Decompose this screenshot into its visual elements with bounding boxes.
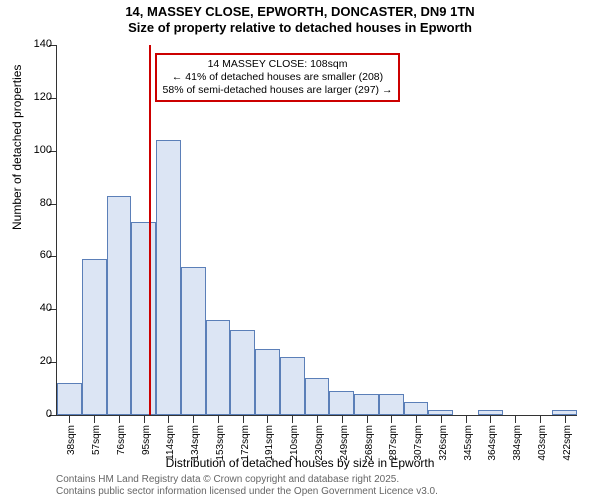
x-tick (317, 415, 318, 423)
x-tick (515, 415, 516, 423)
x-tick (391, 415, 392, 423)
x-tick (416, 415, 417, 423)
histogram-bar (280, 357, 305, 415)
x-tick (267, 415, 268, 423)
x-tick (69, 415, 70, 423)
histogram-bar (57, 383, 82, 415)
x-tick (292, 415, 293, 423)
histogram-bar (404, 402, 429, 415)
histogram-bar (255, 349, 280, 415)
y-tick-label: 40 (22, 302, 52, 314)
x-tick (342, 415, 343, 423)
y-tick-label: 0 (22, 408, 52, 420)
x-tick (490, 415, 491, 423)
annotation-line-3: 58% of semi-detached houses are larger (… (163, 84, 393, 97)
histogram-bar (107, 196, 132, 415)
footer-line-2: Contains public sector information licen… (56, 486, 438, 498)
x-tick (441, 415, 442, 423)
x-tick (565, 415, 566, 423)
x-tick (367, 415, 368, 423)
x-tick (168, 415, 169, 423)
histogram-bar (230, 330, 255, 415)
x-tick (193, 415, 194, 423)
marker-line (149, 45, 151, 415)
x-tick (540, 415, 541, 423)
y-tick-label: 100 (22, 144, 52, 156)
histogram-bar (305, 378, 330, 415)
title-line-2: Size of property relative to detached ho… (0, 20, 600, 35)
annotation-line-2: ← 41% of detached houses are smaller (20… (163, 71, 393, 84)
y-tick-label: 120 (22, 91, 52, 103)
x-axis-label: Distribution of detached houses by size … (0, 456, 600, 470)
y-tick-label: 140 (22, 38, 52, 50)
x-tick (218, 415, 219, 423)
histogram-bar (82, 259, 107, 415)
x-tick (94, 415, 95, 423)
chart-container: 14, MASSEY CLOSE, EPWORTH, DONCASTER, DN… (0, 0, 600, 500)
x-tick (119, 415, 120, 423)
x-tick (243, 415, 244, 423)
histogram-bar (329, 391, 354, 415)
histogram-bar (354, 394, 379, 415)
plot-area: 02040608010012014038sqm57sqm76sqm95sqm11… (56, 45, 577, 416)
histogram-bar (206, 320, 231, 415)
footer-line-1: Contains HM Land Registry data © Crown c… (56, 474, 438, 486)
histogram-bar (379, 394, 404, 415)
title-line-1: 14, MASSEY CLOSE, EPWORTH, DONCASTER, DN… (0, 4, 600, 19)
histogram-bar (131, 222, 156, 415)
y-tick-label: 80 (22, 197, 52, 209)
y-tick-label: 60 (22, 249, 52, 261)
annotation-line-1: 14 MASSEY CLOSE: 108sqm (163, 58, 393, 71)
annotation-box: 14 MASSEY CLOSE: 108sqm← 41% of detached… (155, 53, 401, 102)
y-tick-label: 20 (22, 355, 52, 367)
x-tick (466, 415, 467, 423)
histogram-bar (181, 267, 206, 415)
histogram-bar (156, 140, 181, 415)
x-tick (144, 415, 145, 423)
footer-attribution: Contains HM Land Registry data © Crown c… (56, 474, 438, 498)
